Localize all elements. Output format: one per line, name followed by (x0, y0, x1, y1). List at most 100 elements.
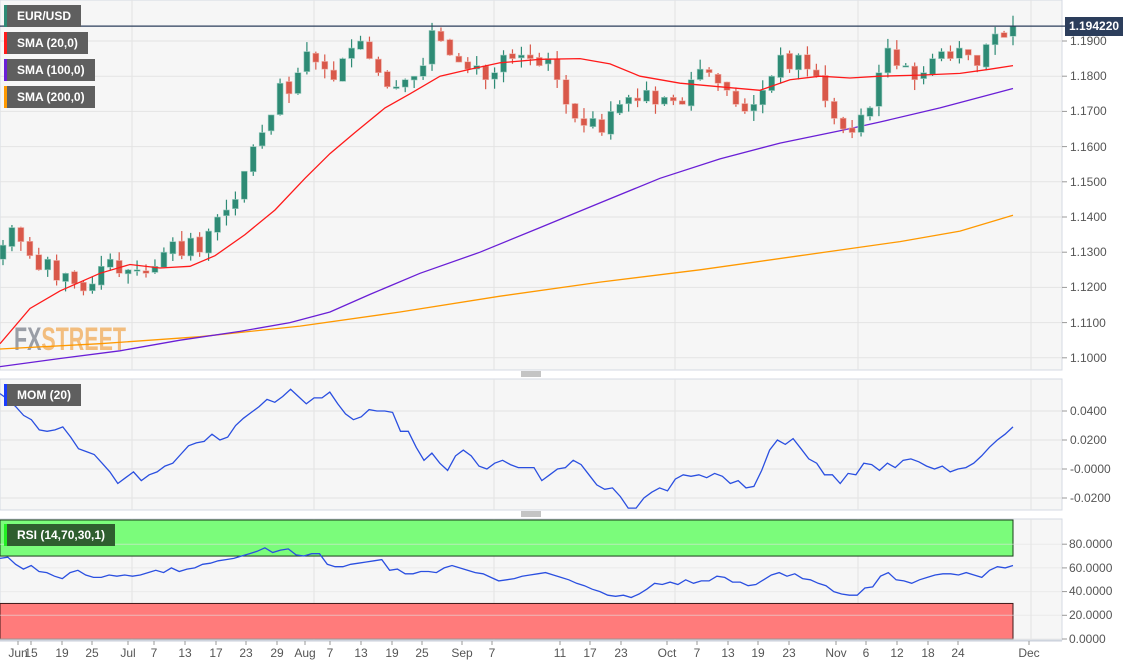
date-axis-label: 15 (24, 646, 38, 660)
candle-body (53, 260, 60, 281)
date-axis-label: 23 (782, 646, 796, 660)
candle-body (830, 101, 838, 119)
eurusd-color-swatch (4, 5, 7, 27)
rsi-color-swatch (4, 524, 7, 546)
candle-body (26, 241, 34, 257)
candle-body (902, 65, 910, 68)
candle-body (884, 47, 892, 74)
candle-body (187, 237, 194, 257)
candle-body (634, 97, 641, 102)
candle-body (0, 244, 7, 260)
price-axis-label: 1.1500 (1070, 175, 1107, 189)
fxstreet-watermark: FXSTREET (14, 321, 126, 357)
date-axis-label: 23 (614, 646, 628, 660)
candle-body (866, 107, 874, 117)
candle-body (133, 269, 141, 272)
legend-eurusd-label: EUR/USD (17, 9, 72, 23)
candle-body (44, 258, 51, 271)
candle-body (500, 54, 507, 73)
legend-sma200[interactable]: SMA (200,0) (4, 86, 95, 108)
date-axis-label: 12 (890, 646, 904, 660)
candle-body (151, 265, 159, 273)
candle-body (670, 97, 677, 102)
candle-body (106, 258, 114, 268)
mom-line (0, 388, 1014, 509)
candle-body (732, 90, 740, 105)
candle-body (169, 241, 177, 255)
sma20-color-swatch (4, 32, 7, 54)
candle-body (410, 75, 418, 81)
candle-body (249, 146, 257, 173)
legend-mom-label: MOM (20) (17, 388, 71, 402)
candle-body (991, 33, 999, 46)
candle-body (973, 54, 981, 66)
candle-body (643, 89, 650, 102)
rsi-axis-label: 60.0000 (1069, 561, 1113, 575)
mom-panel (0, 378, 1063, 511)
candle-body (804, 54, 811, 70)
candle-body (80, 281, 87, 292)
candle-body (437, 30, 445, 42)
sma200-color-swatch (4, 86, 7, 108)
candle-body (223, 209, 230, 217)
candle-body (348, 47, 355, 59)
sma20-line (0, 57, 1014, 345)
candle-body (965, 49, 972, 56)
date-axis-label: 17 (583, 646, 597, 660)
date-axis-label: 18 (921, 646, 935, 660)
legend-eurusd[interactable]: EUR/USD (4, 5, 82, 27)
candle-body (267, 114, 275, 132)
candle-body (750, 104, 758, 112)
candle-body (518, 54, 525, 59)
candle-body (482, 65, 489, 81)
mom-axis-label: -0.0200 (1070, 491, 1111, 505)
price-axis-label: 1.1400 (1070, 210, 1107, 224)
rsi-axis-label: 80.0000 (1069, 537, 1113, 551)
date-axis-label: Nov (825, 646, 847, 660)
date-axis-label: 29 (270, 646, 284, 660)
candle-body (446, 39, 454, 56)
legend-sma20-label: SMA (20,0) (17, 36, 78, 50)
date-axis-label: 23 (239, 646, 253, 660)
candle-body (580, 118, 588, 126)
rsi-axis-label: 0.0000 (1069, 632, 1106, 646)
sma100-line (0, 87, 1014, 368)
date-axis-label: 7 (488, 646, 496, 660)
candle-body (71, 271, 78, 285)
candle-body (178, 240, 186, 257)
candle-body (401, 79, 409, 88)
date-axis-label: 25 (85, 646, 99, 660)
candle-body (384, 71, 391, 88)
candle-body (205, 230, 212, 254)
sma200-line (0, 214, 1014, 350)
candle-body (98, 265, 105, 286)
candle-body (652, 90, 659, 105)
candle-body (777, 54, 784, 78)
legend-sma200-label: SMA (200,0) (17, 90, 85, 104)
candle-body (553, 58, 561, 81)
candle-body (723, 81, 731, 91)
legend-rsi[interactable]: RSI (14,70,30,1) (4, 524, 116, 546)
mom-axis-label: 0.0400 (1070, 404, 1107, 418)
candle-body (589, 118, 597, 127)
candle-body (527, 54, 534, 59)
candle-body (8, 227, 16, 247)
legend-sma20[interactable]: SMA (20,0) (4, 32, 88, 54)
price-axis-label: 1.1300 (1070, 245, 1107, 259)
date-axis-label: Jul (120, 646, 136, 660)
candle-body (982, 44, 990, 68)
date-axis-label: 13 (354, 646, 368, 660)
rsi-line (0, 547, 1014, 599)
candle-body (214, 216, 221, 233)
candle-body (562, 79, 570, 105)
sma100-color-swatch (4, 59, 7, 81)
date-axis-label: 7 (326, 646, 334, 660)
date-axis-label: 19 (385, 646, 399, 660)
legend-sma100[interactable]: SMA (100,0) (4, 59, 95, 81)
candle-body (17, 227, 25, 242)
candle-body (759, 89, 767, 106)
legend-mom[interactable]: MOM (20) (4, 384, 81, 406)
candle-body (375, 58, 382, 73)
candle-body (142, 270, 150, 274)
